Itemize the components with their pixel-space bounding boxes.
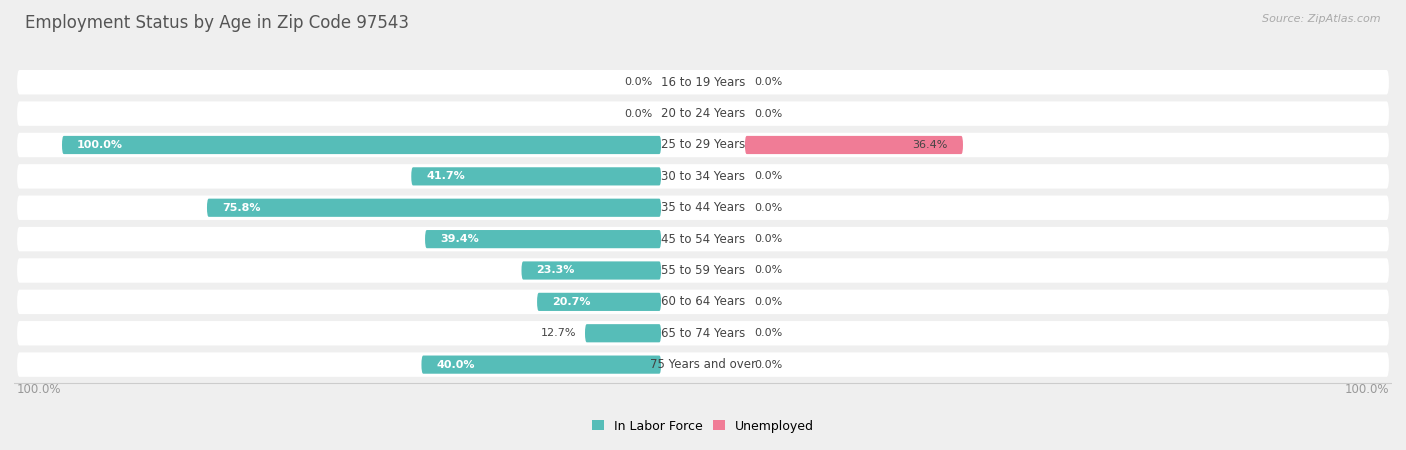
- Text: 0.0%: 0.0%: [624, 108, 652, 119]
- Text: 55 to 59 Years: 55 to 59 Years: [661, 264, 745, 277]
- FancyBboxPatch shape: [17, 101, 1389, 126]
- FancyBboxPatch shape: [585, 324, 661, 342]
- FancyBboxPatch shape: [207, 198, 661, 217]
- FancyBboxPatch shape: [17, 352, 1389, 377]
- FancyBboxPatch shape: [62, 136, 661, 154]
- Text: 75 Years and over: 75 Years and over: [650, 358, 756, 371]
- Text: 0.0%: 0.0%: [624, 77, 652, 87]
- FancyBboxPatch shape: [522, 261, 661, 279]
- FancyBboxPatch shape: [425, 230, 661, 248]
- Text: 30 to 34 Years: 30 to 34 Years: [661, 170, 745, 183]
- FancyBboxPatch shape: [411, 167, 661, 185]
- Text: 0.0%: 0.0%: [754, 234, 782, 244]
- FancyBboxPatch shape: [422, 356, 661, 373]
- Text: 45 to 54 Years: 45 to 54 Years: [661, 233, 745, 246]
- Text: 40.0%: 40.0%: [436, 360, 475, 369]
- Text: 25 to 29 Years: 25 to 29 Years: [661, 139, 745, 152]
- FancyBboxPatch shape: [17, 164, 1389, 189]
- Text: 0.0%: 0.0%: [754, 108, 782, 119]
- Legend: In Labor Force, Unemployed: In Labor Force, Unemployed: [586, 414, 820, 438]
- Text: 36.4%: 36.4%: [912, 140, 948, 150]
- FancyBboxPatch shape: [745, 136, 963, 154]
- Text: Employment Status by Age in Zip Code 97543: Employment Status by Age in Zip Code 975…: [25, 14, 409, 32]
- Text: 100.0%: 100.0%: [77, 140, 122, 150]
- Text: 0.0%: 0.0%: [754, 328, 782, 338]
- Text: 0.0%: 0.0%: [754, 297, 782, 307]
- Text: 100.0%: 100.0%: [17, 382, 62, 396]
- Text: 0.0%: 0.0%: [754, 203, 782, 213]
- Text: 0.0%: 0.0%: [754, 360, 782, 369]
- Text: Source: ZipAtlas.com: Source: ZipAtlas.com: [1263, 14, 1381, 23]
- Text: 60 to 64 Years: 60 to 64 Years: [661, 295, 745, 308]
- FancyBboxPatch shape: [17, 227, 1389, 252]
- Text: 0.0%: 0.0%: [754, 77, 782, 87]
- Text: 20.7%: 20.7%: [553, 297, 591, 307]
- FancyBboxPatch shape: [17, 133, 1389, 157]
- FancyBboxPatch shape: [17, 321, 1389, 346]
- Text: 0.0%: 0.0%: [754, 266, 782, 275]
- Text: 12.7%: 12.7%: [540, 328, 576, 338]
- FancyBboxPatch shape: [17, 258, 1389, 283]
- Text: 65 to 74 Years: 65 to 74 Years: [661, 327, 745, 340]
- Text: 20 to 24 Years: 20 to 24 Years: [661, 107, 745, 120]
- Text: 35 to 44 Years: 35 to 44 Years: [661, 201, 745, 214]
- Text: 23.3%: 23.3%: [537, 266, 575, 275]
- FancyBboxPatch shape: [17, 70, 1389, 94]
- Text: 39.4%: 39.4%: [440, 234, 479, 244]
- FancyBboxPatch shape: [17, 290, 1389, 314]
- FancyBboxPatch shape: [17, 195, 1389, 220]
- FancyBboxPatch shape: [537, 293, 661, 311]
- Text: 16 to 19 Years: 16 to 19 Years: [661, 76, 745, 89]
- Text: 75.8%: 75.8%: [222, 203, 260, 213]
- Text: 41.7%: 41.7%: [426, 171, 465, 181]
- Text: 0.0%: 0.0%: [754, 171, 782, 181]
- Text: 100.0%: 100.0%: [1344, 382, 1389, 396]
